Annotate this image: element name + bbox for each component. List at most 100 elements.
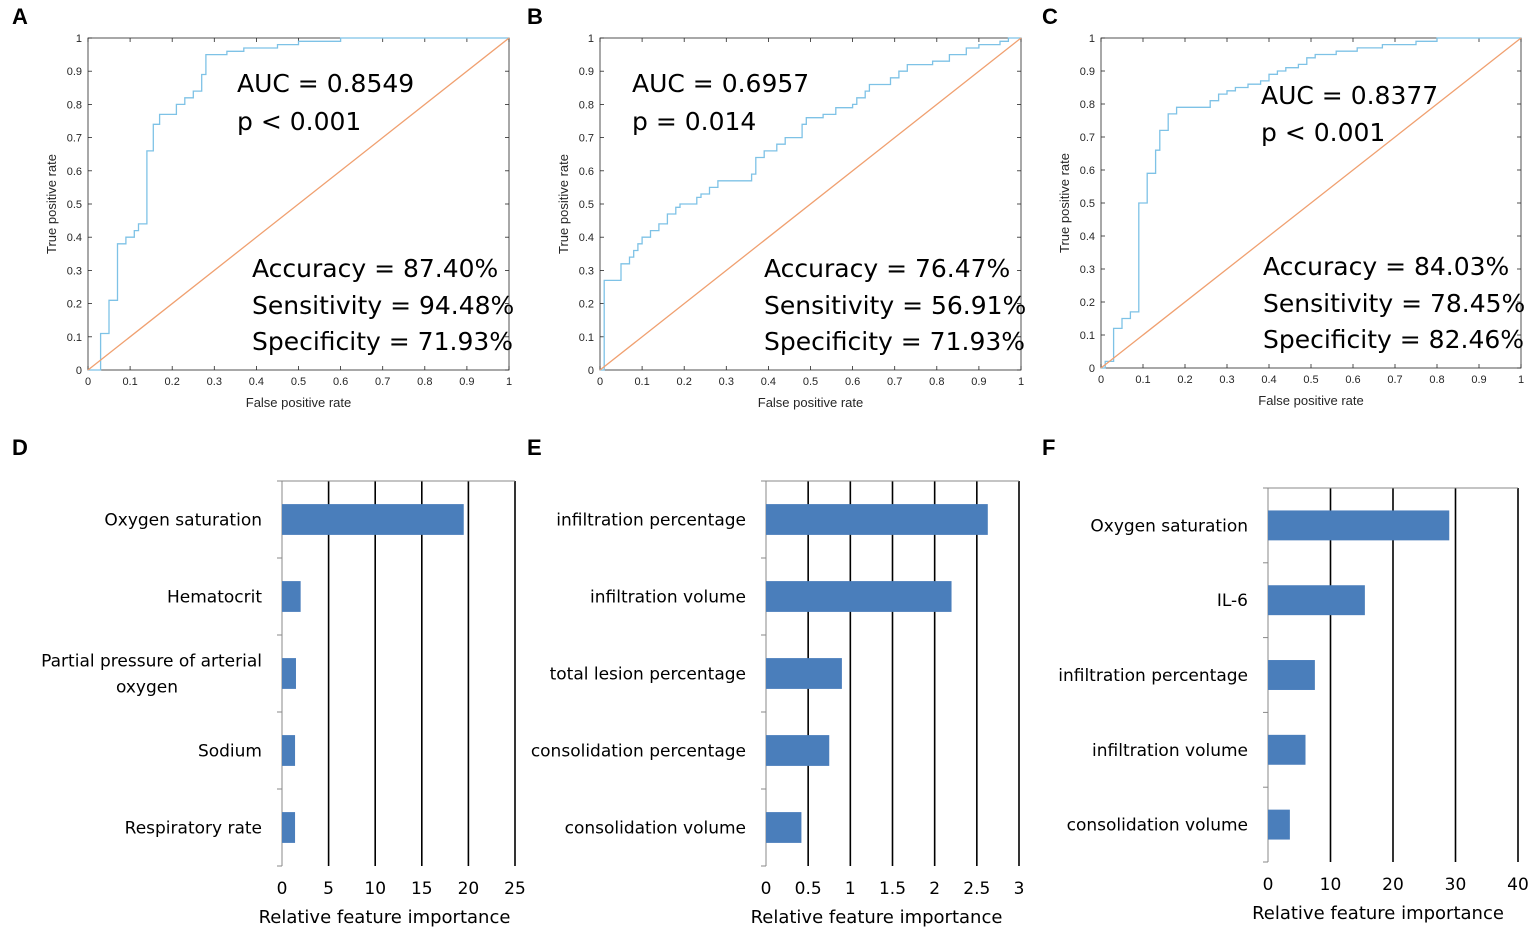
roc-x-tick-label: 0.6 (1345, 374, 1360, 386)
category-label: IL-6 (1217, 591, 1248, 611)
category-label: consolidation volume (1067, 816, 1248, 836)
panel-label-a: A (12, 4, 28, 29)
roc-chart-c: 00 0.1 0.1 0.2 0.2 0.3 0.3 0.4 0.4 0.5 0.5 0.6 0.6 0.… (1057, 33, 1525, 408)
p-value-annotation: p = 0.014 (632, 107, 756, 136)
bar-x-axis-title: Relative feature importance (751, 907, 1003, 928)
roc-y-tick-label: 0.7 (1080, 132, 1095, 144)
chance-line (87, 37, 510, 371)
chance-line (1100, 37, 1522, 369)
roc-y-tick-label: 0.7 (67, 133, 82, 145)
roc-y-tick-label: 0.8 (67, 99, 82, 111)
roc-x-tick-label: 0.6 (845, 376, 860, 388)
auc-annotation: AUC = 0.8377 (1261, 81, 1438, 110)
sensitivity-annotation: Sensitivity = 94.48% (252, 291, 514, 320)
roc-x-tick-label: 0.7 (887, 376, 902, 388)
roc-y-tick-label: 0.4 (1080, 231, 1095, 243)
roc-x-tick-label: 0.9 (1471, 374, 1486, 386)
roc-y-tick-label: 0.1 (1080, 330, 1095, 342)
roc-chart-a: 00 0.1 0.1 0.2 0.2 0.3 0.3 0.4 0.4 0.5 0.5 0.6 0.6 0.… (44, 33, 514, 410)
roc-x-tick-label: 0.7 (375, 376, 390, 388)
roc-x-tick-label: 1 (1518, 374, 1524, 386)
specificity-annotation: Specificity = 71.93% (764, 327, 1025, 356)
category-label: Hematocrit (167, 588, 262, 608)
category-label: infiltration percentage (1058, 666, 1248, 686)
roc-x-axis-title: False positive rate (758, 395, 864, 410)
specificity-annotation: Specificity = 82.46% (1263, 325, 1524, 354)
bar-x-tick-label: 25 (504, 879, 526, 899)
bar (1268, 809, 1290, 840)
roc-x-tick-label: 0.7 (1387, 374, 1402, 386)
roc-x-tick-label: 0.3 (207, 376, 222, 388)
sensitivity-annotation: Sensitivity = 78.45% (1263, 289, 1525, 318)
roc-y-tick-label: 0.1 (67, 332, 82, 344)
roc-y-axis-title: True positive rate (1057, 153, 1072, 253)
bar-x-tick-label: 10 (364, 879, 386, 899)
category-label: consolidation percentage (531, 742, 746, 762)
panel-label-e: E (527, 435, 542, 460)
roc-x-tick-label: 0.9 (459, 376, 474, 388)
roc-y-tick-label: 0.8 (1080, 99, 1095, 111)
roc-y-tick-label: 0.3 (1080, 264, 1095, 276)
roc-chart-b: 00 0.1 0.1 0.2 0.2 0.3 0.3 0.4 0.4 0.5 0.5 0.6 0.6 0.… (556, 33, 1026, 410)
roc-x-axis-title: False positive rate (1258, 393, 1364, 408)
roc-y-tick-label: 0.6 (579, 166, 594, 178)
bar-x-tick-label: 5 (323, 879, 334, 899)
category-label: Respiratory rate (125, 819, 262, 839)
roc-curve (1101, 37, 1521, 369)
roc-x-tick-label: 0 (597, 376, 603, 388)
roc-y-axis-title: True positive rate (556, 154, 571, 254)
roc-x-tick-label: 0.6 (333, 376, 348, 388)
roc-x-tick-label: 1 (1018, 376, 1024, 388)
roc-x-tick-label: 0.8 (929, 376, 944, 388)
panel-label-d: D (12, 435, 28, 460)
roc-x-tick-label: 0.1 (122, 376, 137, 388)
roc-y-tick-label: 0.7 (579, 133, 594, 145)
bar (766, 504, 988, 535)
panel-label-f: F (1042, 435, 1055, 460)
roc-x-tick-label: 0.9 (971, 376, 986, 388)
auc-annotation: AUC = 0.6957 (632, 69, 809, 98)
bar-x-tick-label: 1.5 (879, 879, 906, 899)
roc-y-tick-label: 0.4 (579, 232, 594, 244)
bar (1268, 585, 1365, 616)
roc-y-tick-label: 0.2 (1080, 297, 1095, 309)
bar (1268, 660, 1315, 690)
bar-chart-d: 0 5 10 15 20 25 Oxygen saturation Hematocrit Par… (41, 480, 526, 928)
roc-y-tick-label: 1 (588, 33, 594, 45)
roc-y-tick-label: 0 (1089, 363, 1095, 375)
roc-curve (600, 37, 1021, 371)
accuracy-annotation: Accuracy = 76.47% (764, 254, 1010, 283)
roc-x-tick-label: 0.5 (1303, 374, 1318, 386)
bar-x-axis-title: Relative feature importance (1252, 903, 1504, 924)
bar (282, 658, 296, 689)
roc-y-tick-label: 0.6 (67, 166, 82, 178)
specificity-annotation: Specificity = 71.93% (252, 327, 513, 356)
roc-y-tick-label: 0.9 (67, 66, 82, 78)
bar (282, 735, 296, 766)
bar-x-tick-label: 1 (845, 879, 856, 899)
roc-x-tick-label: 0.8 (1429, 374, 1444, 386)
roc-y-tick-label: 0.8 (579, 99, 594, 111)
bar-chart-e: 0 0.5 1 1.5 2 2.5 3 infiltration percentage infi… (531, 480, 1024, 928)
accuracy-annotation: Accuracy = 87.40% (252, 254, 498, 283)
roc-y-tick-label: 0.9 (1080, 66, 1095, 78)
bar (766, 735, 830, 766)
panel-label-c: C (1042, 4, 1058, 29)
category-label: Oxygen saturation (1090, 516, 1248, 536)
roc-x-tick-label: 0.4 (249, 376, 264, 388)
p-value-annotation: p < 0.001 (1261, 118, 1385, 147)
roc-x-tick-label: 0.5 (291, 376, 306, 388)
bar (766, 581, 952, 612)
bar-x-tick-label: 0.5 (795, 879, 822, 899)
roc-y-tick-label: 0.3 (579, 265, 594, 277)
bar-x-tick-label: 0 (761, 879, 772, 899)
roc-x-tick-label: 0.3 (719, 376, 734, 388)
roc-x-tick-label: 0 (85, 376, 91, 388)
panel-label-b: B (527, 4, 543, 29)
roc-y-tick-label: 1 (1089, 33, 1095, 45)
chance-line (599, 37, 1022, 371)
roc-y-tick-label: 0.9 (579, 66, 594, 78)
roc-x-tick-label: 0.2 (165, 376, 180, 388)
category-label: Partial pressure of arterial (41, 652, 262, 672)
roc-y-tick-label: 0.5 (579, 199, 594, 211)
